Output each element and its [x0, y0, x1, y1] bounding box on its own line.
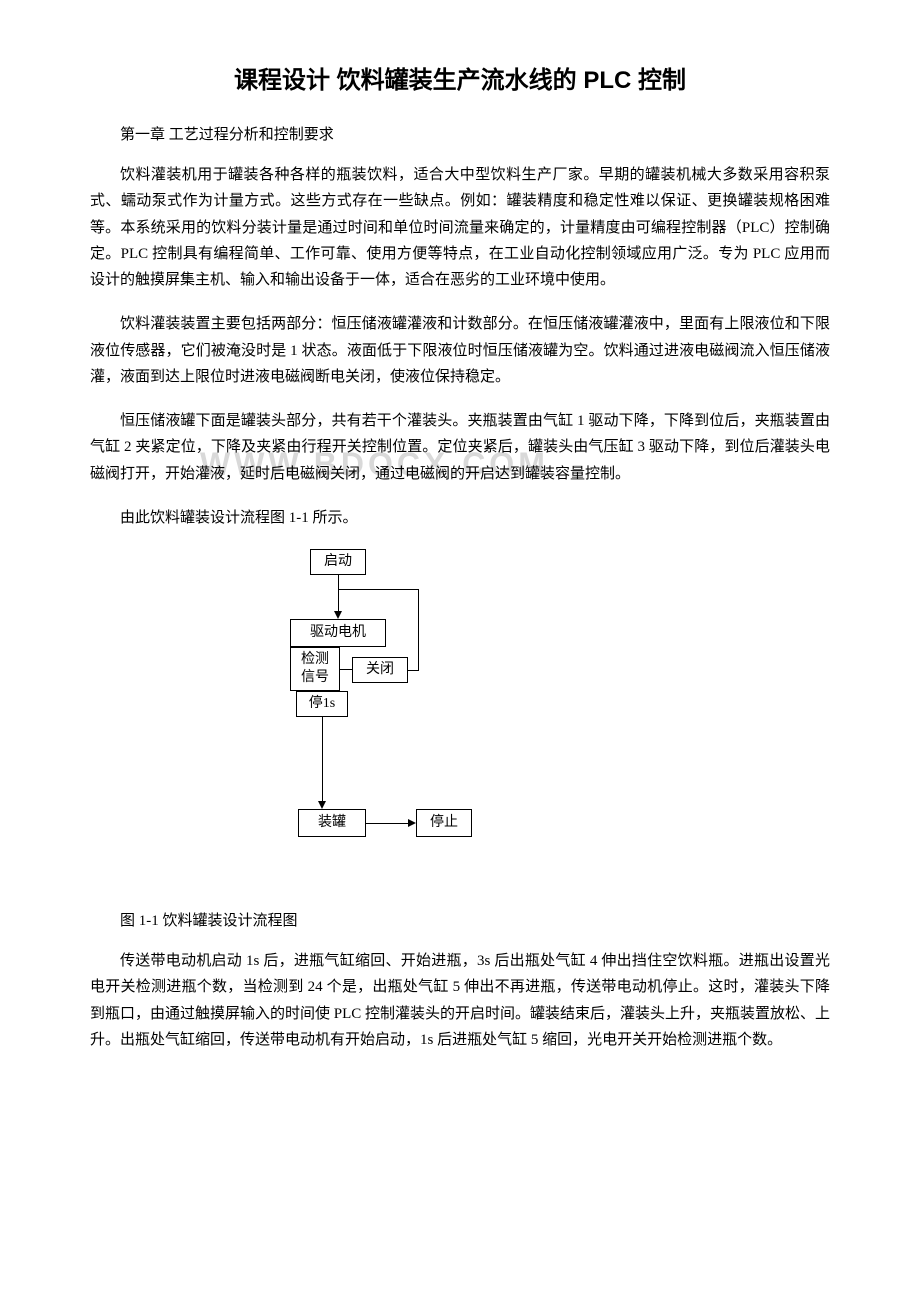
- flowchart-edge: [340, 669, 352, 670]
- flowchart-node-start: 启动: [310, 549, 366, 575]
- paragraph-5: 传送带电动机启动 1s 后，进瓶气缸缩回、开始进瓶，3s 后出瓶处气缸 4 伸出…: [90, 948, 830, 1053]
- flowchart-edge: [338, 589, 418, 590]
- paragraph-2: 饮料灌装装置主要包括两部分：恒压储液罐灌液和计数部分。在恒压储液罐灌液中，里面有…: [90, 311, 830, 390]
- flowchart-node-wait: 停1s: [296, 691, 348, 717]
- paragraph-1: 饮料灌装机用于罐装各种各样的瓶装饮料，适合大中型饮料生产厂家。早期的罐装机械大多…: [90, 162, 830, 293]
- flowchart-edge: [338, 575, 339, 611]
- paragraph-3: 恒压储液罐下面是罐装头部分，共有若干个灌装头。夹瓶装置由气缸 1 驱动下降，下降…: [90, 408, 830, 487]
- paragraph-4: 由此饮料罐装设计流程图 1-1 所示。: [90, 505, 830, 531]
- flowchart-node-stop: 停止: [416, 809, 472, 837]
- page-title: 课程设计 饮料罐装生产流水线的 PLC 控制: [90, 60, 830, 95]
- chapter-heading: 第一章 工艺过程分析和控制要求: [90, 123, 830, 144]
- flowchart-arrow: [334, 611, 342, 619]
- flowchart-caption: 图 1-1 饮料罐装设计流程图: [90, 909, 830, 930]
- flowchart-arrow: [318, 801, 326, 809]
- flowchart-node-motor: 驱动电机: [290, 619, 386, 647]
- flowchart-node-fill: 装罐: [298, 809, 366, 837]
- flowchart-arrow: [408, 819, 416, 827]
- flowchart-edge: [322, 717, 323, 801]
- flowchart-node-close: 关闭: [352, 657, 408, 683]
- flowchart-edge: [366, 823, 408, 824]
- flowchart-edge: [418, 589, 419, 671]
- flowchart: 启动 驱动电机 检测 信号 关闭 停1s 装罐: [220, 549, 500, 889]
- flowchart-node-detect: 检测 信号: [290, 647, 340, 691]
- flowchart-edge: [408, 670, 418, 671]
